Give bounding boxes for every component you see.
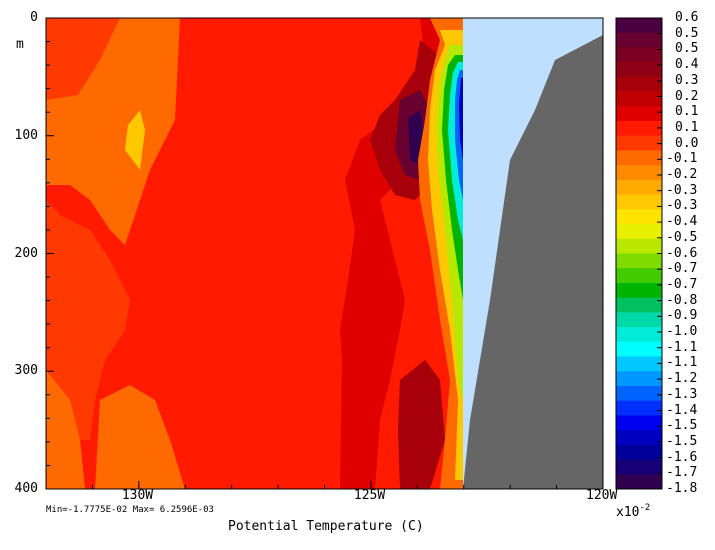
colorbar-swatch — [616, 150, 662, 166]
y-tick-label: 100 — [14, 127, 38, 143]
colorbar-swatch — [616, 106, 662, 122]
colorbar-multiplier-exponent: -2 — [639, 503, 651, 513]
colorbar-label: -0.6 — [666, 245, 698, 261]
colorbar-label: -0.1 — [666, 151, 698, 167]
y-tick-label: 200 — [14, 245, 38, 261]
colorbar-swatch — [616, 282, 662, 299]
colorbar-swatch — [616, 62, 662, 78]
x-tick-label: 125W — [353, 488, 386, 503]
colorbar-label: 0.1 — [675, 104, 699, 120]
colorbar-label: -1.1 — [666, 339, 698, 355]
colorbar-swatch — [616, 371, 662, 387]
colorbar — [615, 17, 663, 490]
colorbar-label: -1.8 — [666, 481, 698, 496]
colorbar-label: -1.5 — [666, 418, 698, 434]
colorbar-swatch — [616, 430, 662, 446]
colorbar-swatch — [616, 268, 662, 284]
colorbar-swatch — [616, 400, 662, 416]
y-tick-label: 300 — [14, 363, 38, 379]
colorbar-label: -1.1 — [666, 355, 698, 371]
contour-field — [46, 18, 603, 489]
colorbar-multiplier-base: x10 — [616, 505, 640, 520]
x-axis-label: Potential Temperature (C) — [228, 519, 424, 534]
colorbar-label: 0.1 — [675, 119, 699, 135]
colorbar-swatch — [616, 341, 662, 358]
colorbar-label: -1.2 — [666, 371, 698, 387]
colorbar-swatch — [616, 356, 662, 372]
colorbar-label: -1.5 — [666, 433, 698, 449]
colorbar-label: -1.4 — [666, 402, 698, 418]
colorbar-swatch — [616, 415, 662, 431]
colorbar-swatch — [616, 121, 662, 137]
min-max-stats: Min=-1.7775E-02 Max= 6.2596E-03 — [46, 505, 214, 515]
colorbar-swatch — [616, 297, 662, 313]
colorbar-swatch — [616, 224, 662, 240]
colorbar-swatch — [616, 91, 662, 107]
colorbar-label: 0.5 — [675, 25, 699, 41]
colorbar-label: -1.6 — [666, 449, 698, 465]
colorbar-swatch — [616, 312, 662, 328]
colorbar-swatch — [616, 385, 662, 402]
colorbar-label: -1.0 — [666, 324, 698, 339]
colorbar-label: -0.7 — [666, 276, 698, 292]
colorbar-label: -1.3 — [666, 386, 698, 402]
colorbar-label: 0.5 — [675, 41, 699, 57]
x-tick-label: 130W — [121, 488, 154, 503]
colorbar-label: 0.4 — [675, 57, 699, 73]
y-ticks — [46, 17, 54, 490]
colorbar-label: -0.8 — [666, 292, 698, 308]
colorbar-multiplier: x10-2 — [616, 503, 650, 520]
colorbar-swatch — [616, 238, 662, 254]
colorbar-swatch — [616, 209, 662, 225]
x-ticks — [91, 481, 604, 489]
colorbar-swatch — [616, 47, 662, 63]
colorbar-swatch — [616, 135, 662, 151]
colorbar-label: -0.3 — [666, 182, 698, 198]
colorbar-swatch — [616, 253, 662, 269]
y-axis-label: m — [16, 37, 24, 52]
colorbar-swatch — [616, 444, 662, 461]
colorbar-label: 0.6 — [675, 10, 699, 25]
colorbar-swatch — [616, 76, 662, 93]
colorbar-label: -0.4 — [666, 214, 698, 230]
colorbar-swatch — [616, 18, 662, 34]
y-tick-label: 400 — [14, 481, 38, 496]
colorbar-label: -0.2 — [666, 167, 698, 182]
colorbar-swatch — [616, 194, 662, 210]
x-tick-label: 120W — [586, 488, 618, 503]
colorbar-swatch — [616, 165, 662, 181]
colorbar-label: -0.9 — [666, 308, 698, 324]
colorbar-label: -0.5 — [666, 229, 698, 245]
colorbar-swatch — [616, 459, 662, 475]
colorbar-label: -0.3 — [666, 198, 698, 214]
colorbar-swatch — [616, 32, 662, 48]
colorbar-label: 0.3 — [675, 72, 699, 88]
y-tick-label: 0 — [30, 10, 38, 25]
colorbar-label: 0.0 — [675, 135, 699, 151]
colorbar-swatch — [616, 327, 662, 343]
colorbar-swatch — [616, 474, 662, 490]
colorbar-label: -0.7 — [666, 261, 698, 277]
colorbar-label: 0.2 — [675, 88, 699, 104]
colorbar-swatch — [616, 179, 662, 196]
colorbar-label: -1.7 — [666, 465, 698, 481]
